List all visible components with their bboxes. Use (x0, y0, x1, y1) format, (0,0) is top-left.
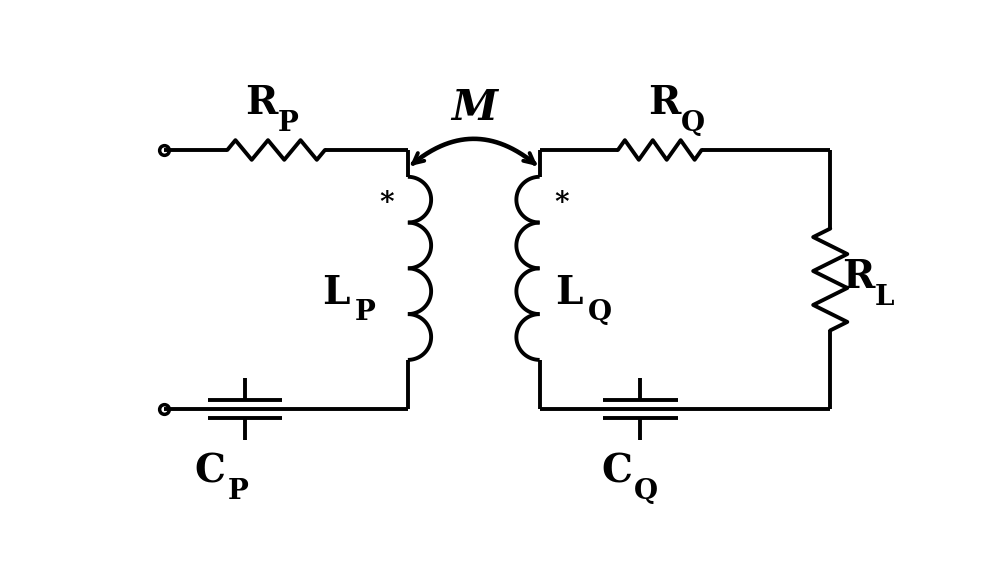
Text: *: * (554, 190, 569, 217)
Text: Q: Q (634, 478, 658, 505)
Text: P: P (355, 299, 376, 327)
Text: C: C (602, 452, 633, 491)
Text: P: P (227, 478, 248, 505)
Text: L: L (323, 274, 350, 312)
Text: R: R (842, 258, 874, 296)
Text: L: L (555, 274, 583, 312)
Text: C: C (195, 452, 226, 491)
Text: R: R (648, 84, 680, 122)
Text: R: R (245, 84, 278, 122)
Text: L: L (874, 284, 894, 311)
Text: *: * (379, 190, 393, 217)
Text: Q: Q (588, 299, 612, 327)
Text: Q: Q (681, 110, 705, 137)
Text: P: P (278, 110, 299, 137)
Text: M: M (451, 86, 497, 129)
